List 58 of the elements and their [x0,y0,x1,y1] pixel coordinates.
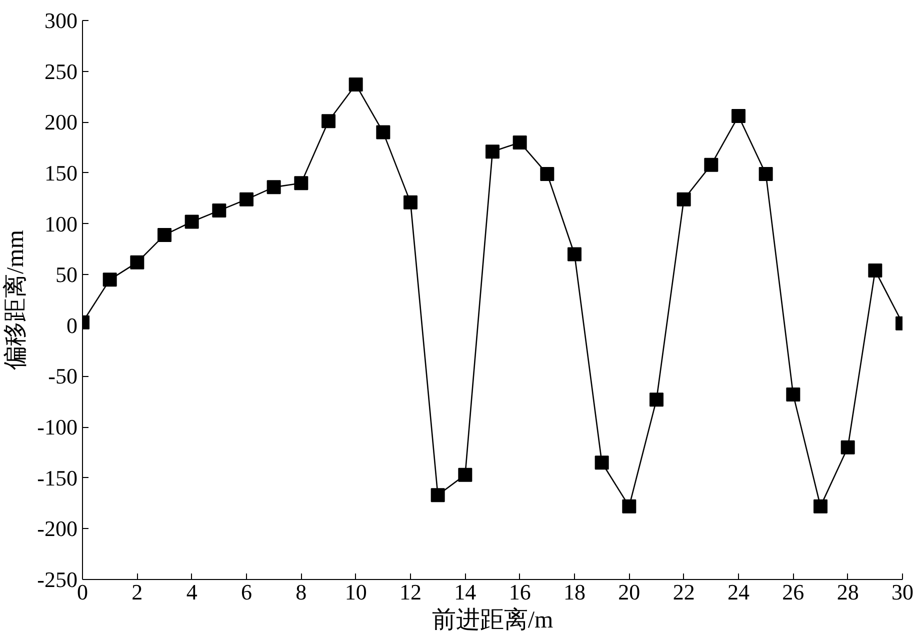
x-tick-label: 12 [400,580,422,604]
point [102,272,117,287]
y-tick-label: 0 [66,312,78,338]
x-tick-label: 30 [892,580,914,604]
point [650,392,664,407]
y-axis-title: 偏移距离/mm [2,230,30,370]
point [840,440,855,454]
y-tick-label: -150 [37,465,78,490]
x-tick-label: 16 [508,580,531,604]
point [676,192,691,206]
point [404,195,418,210]
x-tick-label: 14 [454,580,476,604]
point [868,264,882,278]
point [212,204,226,218]
y-tick-label: 150 [44,160,78,186]
y-tick-label: 250 [44,58,78,84]
x-axis-title: 前进距离/m [432,606,554,634]
x-tick-label: 20 [618,580,640,604]
point [158,228,172,242]
point [512,135,527,150]
point [814,499,828,514]
x-tick-label: 4 [186,580,198,604]
point [594,456,609,470]
point [540,166,554,181]
y-tick-label: -250 [37,567,78,592]
x-tick-label: 8 [296,580,307,604]
y-tick-label: -200 [37,516,78,542]
y-tick-label: 50 [56,262,78,288]
x-tick-label: 10 [344,580,367,604]
x-tick-label: 6 [241,580,252,604]
x-tick-label: 26 [782,580,804,604]
y-tick-label: -100 [37,414,78,440]
y-tick-label: 300 [44,8,78,33]
point [266,180,281,194]
point [732,109,746,124]
x-tick-label: 2 [132,580,143,604]
point [294,176,308,190]
y-tick-label: -50 [48,364,78,389]
point [486,144,500,159]
point [758,166,773,181]
y-tick-label: 100 [44,211,78,236]
x-tick-label: 22 [672,580,695,604]
point [184,214,199,229]
point [704,158,718,172]
point [458,468,472,482]
x-tick-label: 28 [836,580,859,604]
point [568,247,582,262]
point [786,388,800,402]
point [430,488,445,502]
y-tick-label: 200 [44,110,78,135]
x-tick-label: 24 [728,580,750,604]
point [376,125,390,140]
point [240,192,254,206]
point [348,78,363,92]
point [322,114,336,128]
x-tick-label: 18 [564,580,586,604]
point [622,499,636,514]
point [130,255,144,270]
